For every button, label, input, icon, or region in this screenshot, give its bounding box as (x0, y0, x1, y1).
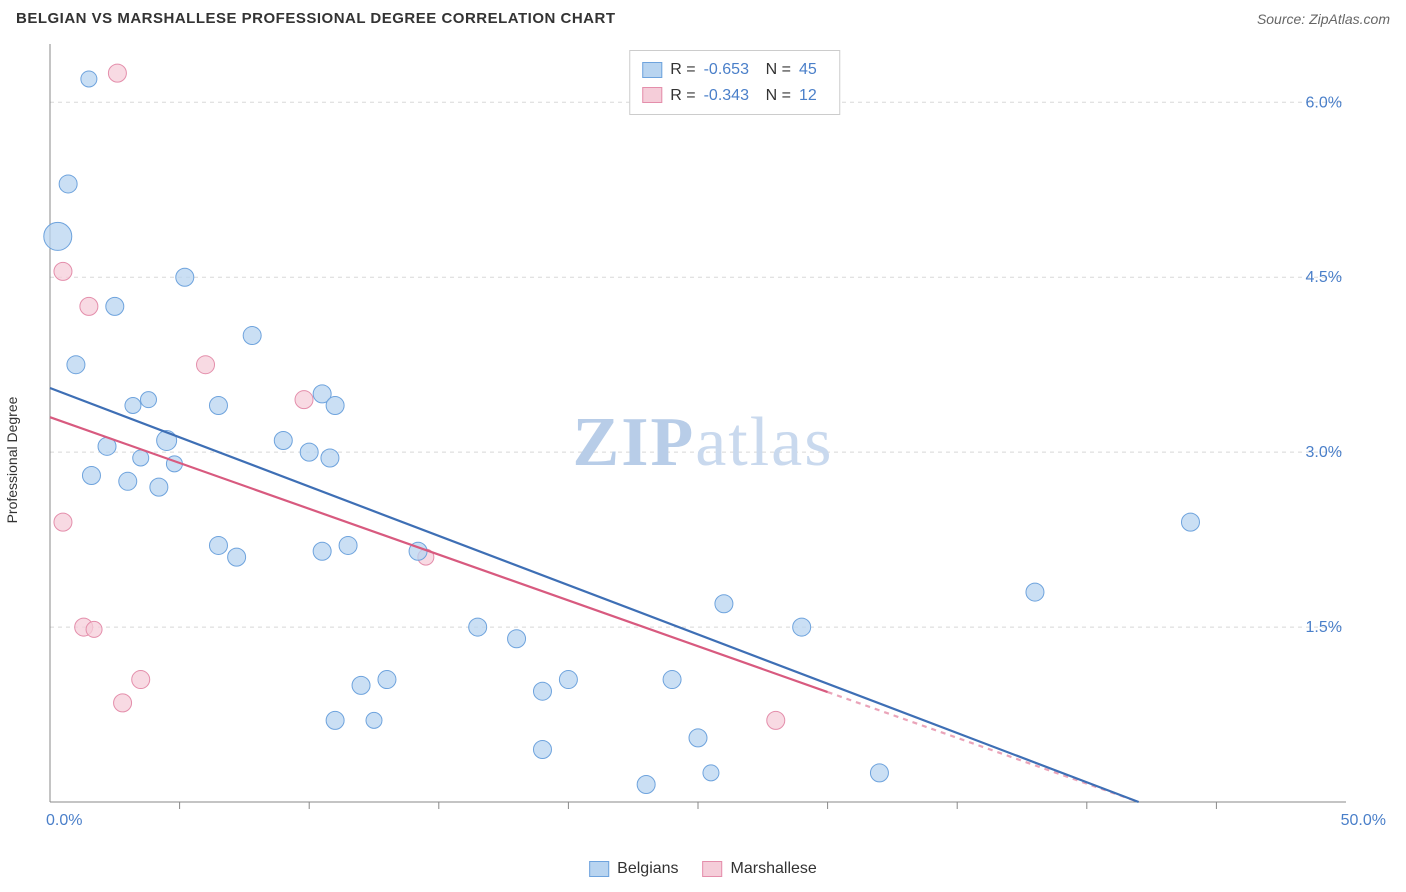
correlation-row: R = -0.653 N = 45 (642, 57, 827, 83)
source-label: Source: ZipAtlas.com (1257, 11, 1390, 27)
x-axis-min-label: 0.0% (46, 812, 82, 830)
correlation-legend: R = -0.653 N = 45R = -0.343 N = 12 (629, 50, 840, 115)
svg-text:3.0%: 3.0% (1306, 444, 1342, 461)
svg-text:1.5%: 1.5% (1306, 619, 1342, 636)
chart-title: BELGIAN VS MARSHALLESE PROFESSIONAL DEGR… (16, 10, 615, 27)
correlation-row: R = -0.343 N = 12 (642, 83, 827, 109)
y-axis-label: Professional Degree (4, 397, 20, 524)
chart-area: Professional Degree ZIPatlas 1.5%3.0%4.5… (16, 44, 1390, 876)
series-legend: Belgians Marshallese (589, 860, 817, 878)
svg-text:4.5%: 4.5% (1306, 269, 1342, 286)
legend-swatch (589, 861, 609, 877)
legend-swatch (642, 62, 662, 78)
legend-item: Marshallese (703, 860, 817, 878)
legend-swatch (703, 861, 723, 877)
legend-swatch (642, 87, 662, 103)
scatter-plot: 1.5% 3.0% 4.5% 6.0% (16, 44, 1346, 834)
legend-item: Belgians (589, 860, 678, 878)
x-axis-max-label: 50.0% (1341, 812, 1386, 830)
svg-text:6.0%: 6.0% (1306, 94, 1342, 111)
